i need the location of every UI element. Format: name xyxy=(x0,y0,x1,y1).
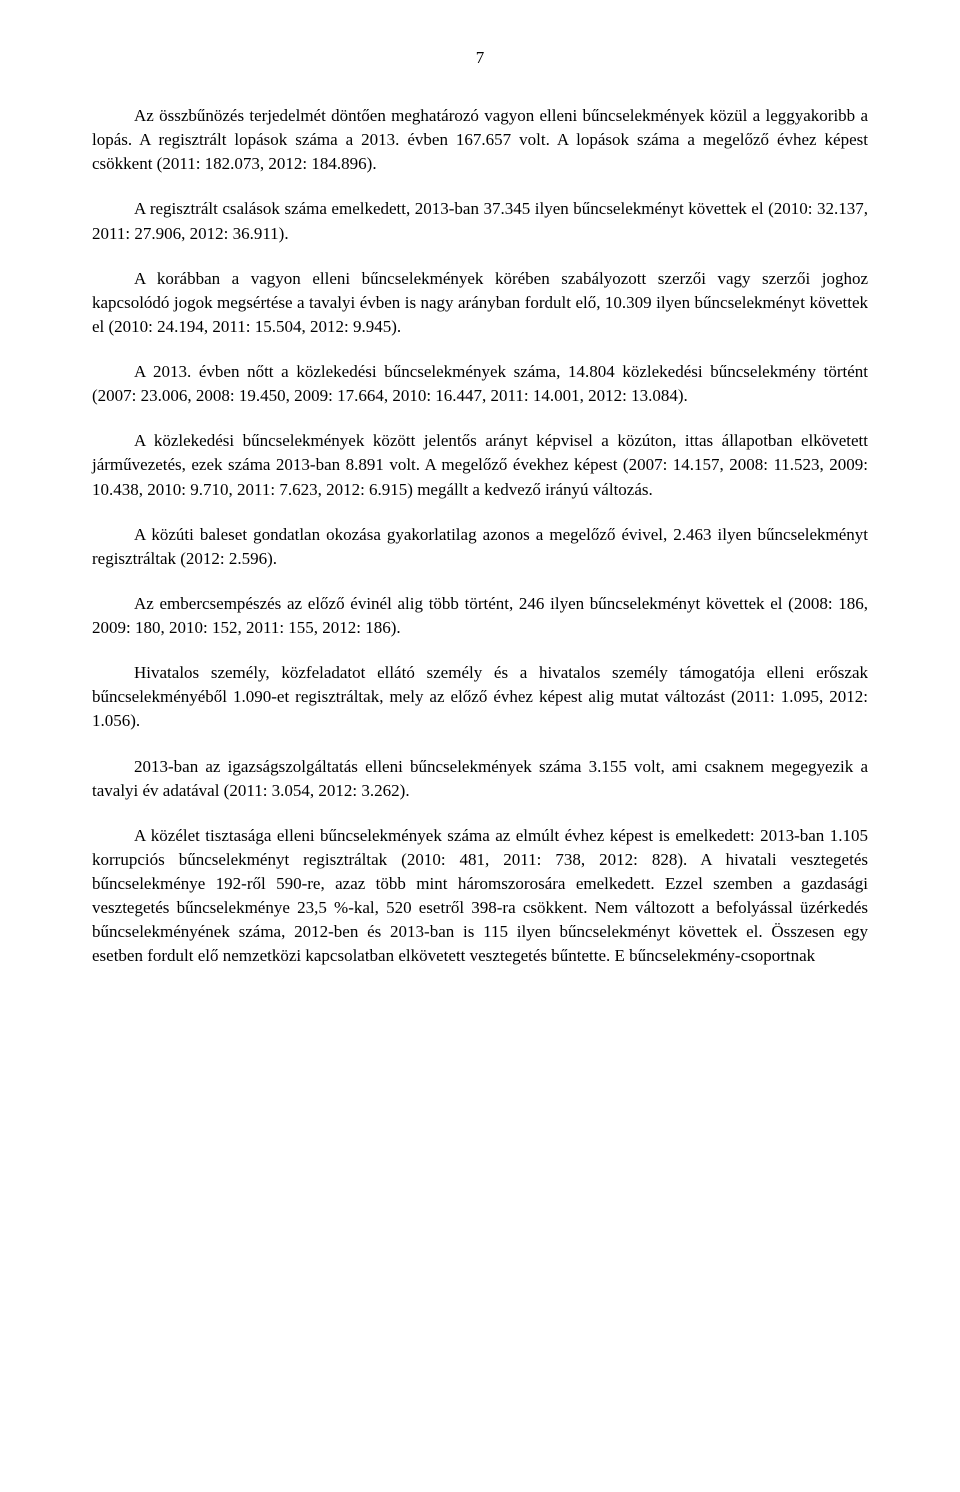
paragraph: Az összbűnözés terjedelmét döntően megha… xyxy=(92,104,868,176)
paragraph: A korábban a vagyon elleni bűncselekmény… xyxy=(92,267,868,339)
paragraph: A közlekedési bűncselekmények között jel… xyxy=(92,429,868,501)
page-number: 7 xyxy=(92,48,868,68)
document-page: 7 Az összbűnözés terjedelmét döntően meg… xyxy=(0,0,960,1492)
paragraph: A 2013. évben nőtt a közlekedési bűncsel… xyxy=(92,360,868,408)
paragraph: 2013-ban az igazságszolgáltatás elleni b… xyxy=(92,755,868,803)
paragraph: Hivatalos személy, közfeladatot ellátó s… xyxy=(92,661,868,733)
paragraph: A regisztrált csalások száma emelkedett,… xyxy=(92,197,868,245)
paragraph: A közélet tisztasága elleni bűncselekmén… xyxy=(92,824,868,969)
paragraph: A közúti baleset gondatlan okozása gyako… xyxy=(92,523,868,571)
paragraph: Az embercsempészés az előző évinél alig … xyxy=(92,592,868,640)
